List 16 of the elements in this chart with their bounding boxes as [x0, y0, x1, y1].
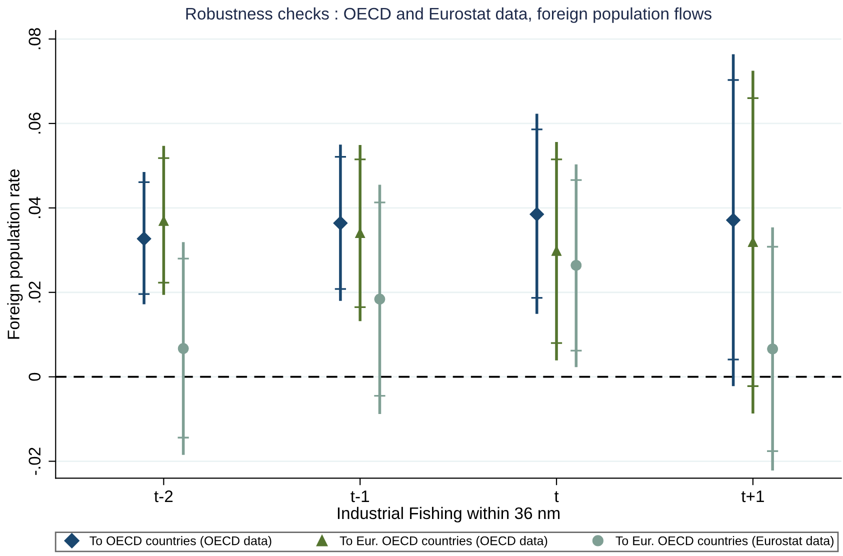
y-axis-title: Foreign population rate — [7, 169, 23, 339]
x-tick-label: t — [554, 491, 559, 502]
x-tick-label: t-1 — [350, 490, 369, 502]
y-tick-label: .06 — [28, 112, 41, 134]
x-axis-title: Industrial Fishing within 36 nm — [338, 506, 560, 522]
legend-label: To Eur. OECD countries (Eurostat data) — [616, 536, 834, 548]
chart-title: Robustness checks : OECD and Eurostat data, foreign population flows — [186, 7, 712, 23]
y-tick-label: .02 — [28, 282, 41, 302]
x-tick-label: t+1 — [741, 490, 764, 502]
legend-label: To Eur. OECD countries (OECD data) — [340, 536, 548, 548]
y-tick-label: 0 — [28, 372, 41, 381]
y-tick-label: .08 — [28, 28, 41, 50]
legend-label: To OECD countries (OECD data) — [90, 536, 272, 548]
y-tick-label: -.02 — [28, 448, 41, 475]
x-tick-label: t-2 — [154, 490, 173, 502]
y-tick-label: .04 — [28, 196, 41, 218]
